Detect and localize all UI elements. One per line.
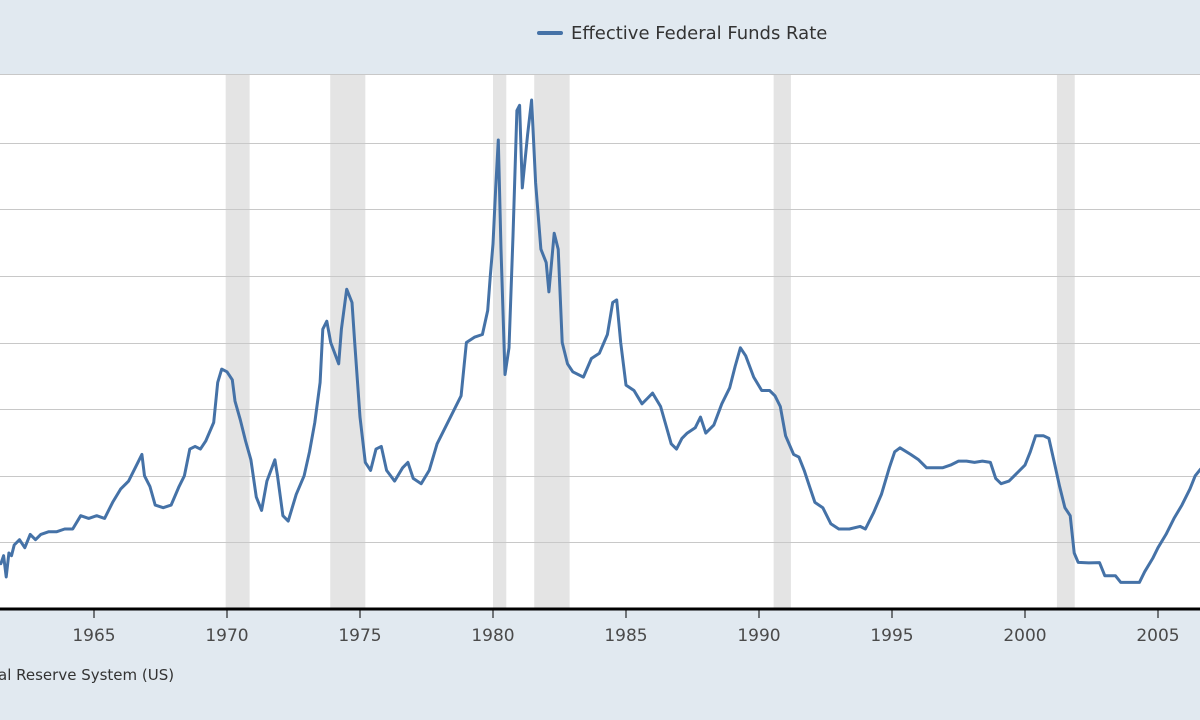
recession-band — [773, 74, 791, 609]
recession-band — [534, 74, 570, 609]
x-tick-label: 1965 — [72, 626, 115, 646]
recession-bands — [225, 74, 1075, 609]
legend-label: Effective Federal Funds Rate — [571, 22, 828, 44]
x-tick-label: 1980 — [471, 626, 514, 646]
x-tick-label: 1985 — [604, 626, 647, 646]
series-line — [0, 98, 1200, 584]
series-layer — [0, 98, 1200, 584]
recession-band — [330, 74, 366, 609]
legend[interactable]: Effective Federal Funds Rate — [537, 20, 827, 46]
x-tick-label: 1975 — [338, 626, 381, 646]
legend-swatch — [537, 31, 563, 35]
plot-area — [0, 74, 1200, 610]
source-text: al Reserve System (US) — [0, 666, 175, 684]
recession-band — [225, 74, 250, 609]
x-tick-label: 1995 — [870, 626, 913, 646]
recession-band — [1056, 74, 1075, 609]
x-tick-label: 2005 — [1136, 626, 1179, 646]
y-gridlines — [0, 74, 1200, 543]
x-tick-label: 1990 — [737, 626, 780, 646]
recession-band — [493, 74, 507, 609]
x-tick-label: 1970 — [205, 626, 248, 646]
x-tick-label: 2000 — [1003, 626, 1046, 646]
x-axis-ticks: 1965 1970 1975 1980 1985 1990 1995 2000 2005 — [72, 610, 1180, 646]
